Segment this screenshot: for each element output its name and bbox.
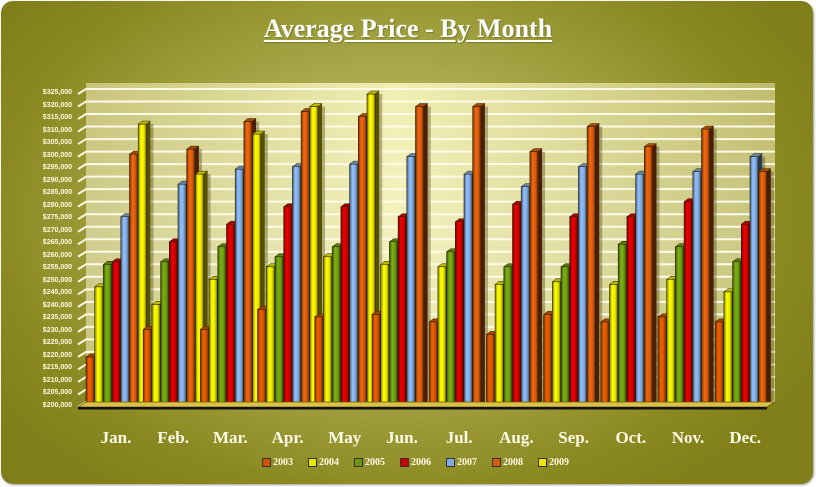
legend-label: 2009	[549, 456, 569, 468]
y-tick-label: $260,000	[42, 251, 72, 259]
legend-swatch	[308, 457, 317, 467]
x-tick-label: Oct.	[615, 428, 647, 447]
gridline	[77, 275, 775, 283]
y-tick-label: $245,000	[42, 289, 72, 297]
y-tick-label: $315,000	[42, 114, 72, 122]
gridline	[77, 288, 775, 296]
legend-item-2006: 2006	[400, 455, 431, 469]
bar-2008-jul	[471, 103, 488, 408]
bar-2008-dec	[757, 168, 774, 408]
y-tick-label: $200,000	[42, 402, 72, 409]
bar-2008-nov	[700, 125, 717, 408]
gridline	[77, 113, 775, 120]
gridline	[77, 188, 775, 196]
legend-label: 2006	[411, 456, 431, 468]
y-tick-label: $250,000	[42, 276, 72, 284]
gridline	[77, 175, 775, 183]
y-tick-label: $230,000	[42, 326, 72, 334]
legend-swatch	[354, 457, 363, 467]
gridline	[77, 263, 775, 271]
legend-label: 2008	[503, 456, 523, 468]
chart-title: Average Price - By Month	[263, 14, 553, 43]
legend-label: 2004	[319, 456, 339, 468]
legend-label: 2005	[365, 456, 385, 468]
legend-swatch	[262, 457, 271, 467]
legend-label: 2007	[457, 456, 477, 468]
y-tick-label: $300,000	[42, 151, 72, 159]
y-tick-label: $220,000	[42, 351, 72, 359]
x-tick-label: May	[328, 428, 362, 447]
bar-2008-oct	[643, 143, 660, 408]
x-tick-label: Jul.	[445, 428, 473, 447]
x-tick-label: Jan.	[100, 428, 132, 447]
legend-item-2008: 2008	[492, 455, 523, 469]
y-tick-label: $285,000	[42, 189, 72, 197]
legend-item-2005: 2005	[354, 455, 385, 469]
y-tick-label: $325,000	[42, 89, 72, 96]
x-tick-label: Apr.	[271, 428, 304, 447]
gridline	[77, 250, 775, 258]
y-tick-label: $215,000	[42, 364, 72, 372]
gridline	[77, 163, 775, 170]
y-tick-label: $255,000	[42, 264, 72, 272]
x-tick-label: Aug.	[499, 428, 534, 447]
legend-item-2003: 2003	[262, 455, 293, 469]
legend-swatch	[492, 457, 501, 467]
legend-swatch	[400, 457, 409, 467]
bar-2008-sep	[586, 123, 603, 408]
y-tick-label: $235,000	[42, 314, 72, 322]
gridline	[77, 150, 775, 158]
x-tick-label: Feb.	[157, 428, 189, 447]
bar-series	[85, 90, 774, 408]
y-tick-label: $225,000	[42, 339, 72, 347]
gridline	[77, 238, 775, 246]
legend-swatch	[446, 457, 455, 467]
bar-2008-jun	[414, 103, 431, 408]
x-tick-label: Mar.	[213, 428, 248, 447]
bar-2008-aug	[529, 148, 546, 408]
gridline	[77, 200, 775, 208]
legend: 2003 2004 2005 2006 2007 2008 2009	[262, 455, 569, 469]
y-tick-label: $320,000	[42, 101, 72, 109]
y-tick-label: $265,000	[42, 239, 72, 247]
gridline	[77, 100, 775, 108]
x-tick-label: Dec.	[729, 428, 761, 447]
legend-item-2009: 2009	[538, 455, 569, 469]
legend-item-2007: 2007	[446, 455, 477, 469]
gridline	[77, 125, 775, 133]
y-tick-label: $240,000	[42, 301, 72, 309]
y-tick-label: $205,000	[42, 389, 72, 397]
y-tick-label: $305,000	[42, 139, 72, 147]
y-tick-label: $310,000	[42, 126, 72, 134]
y-tick-label: $280,000	[42, 201, 72, 209]
x-tick-label: Sep.	[558, 428, 589, 447]
legend-swatch	[538, 457, 547, 467]
gridline	[77, 88, 775, 95]
plot-floor	[76, 401, 777, 410]
y-tick-label: $210,000	[42, 376, 72, 384]
gridline	[77, 213, 775, 221]
y-tick-label: $295,000	[42, 164, 72, 172]
y-tick-label: $290,000	[42, 176, 72, 184]
legend-label: 2003	[273, 456, 293, 468]
y-tick-label: $275,000	[42, 214, 72, 222]
legend-item-2004: 2004	[308, 455, 339, 469]
x-tick-label: Nov.	[671, 428, 705, 447]
y-tick-label: $270,000	[42, 226, 72, 234]
gridline	[77, 300, 775, 308]
gridline	[77, 138, 775, 145]
x-tick-label: Jun.	[386, 428, 418, 447]
gridline	[77, 225, 775, 233]
